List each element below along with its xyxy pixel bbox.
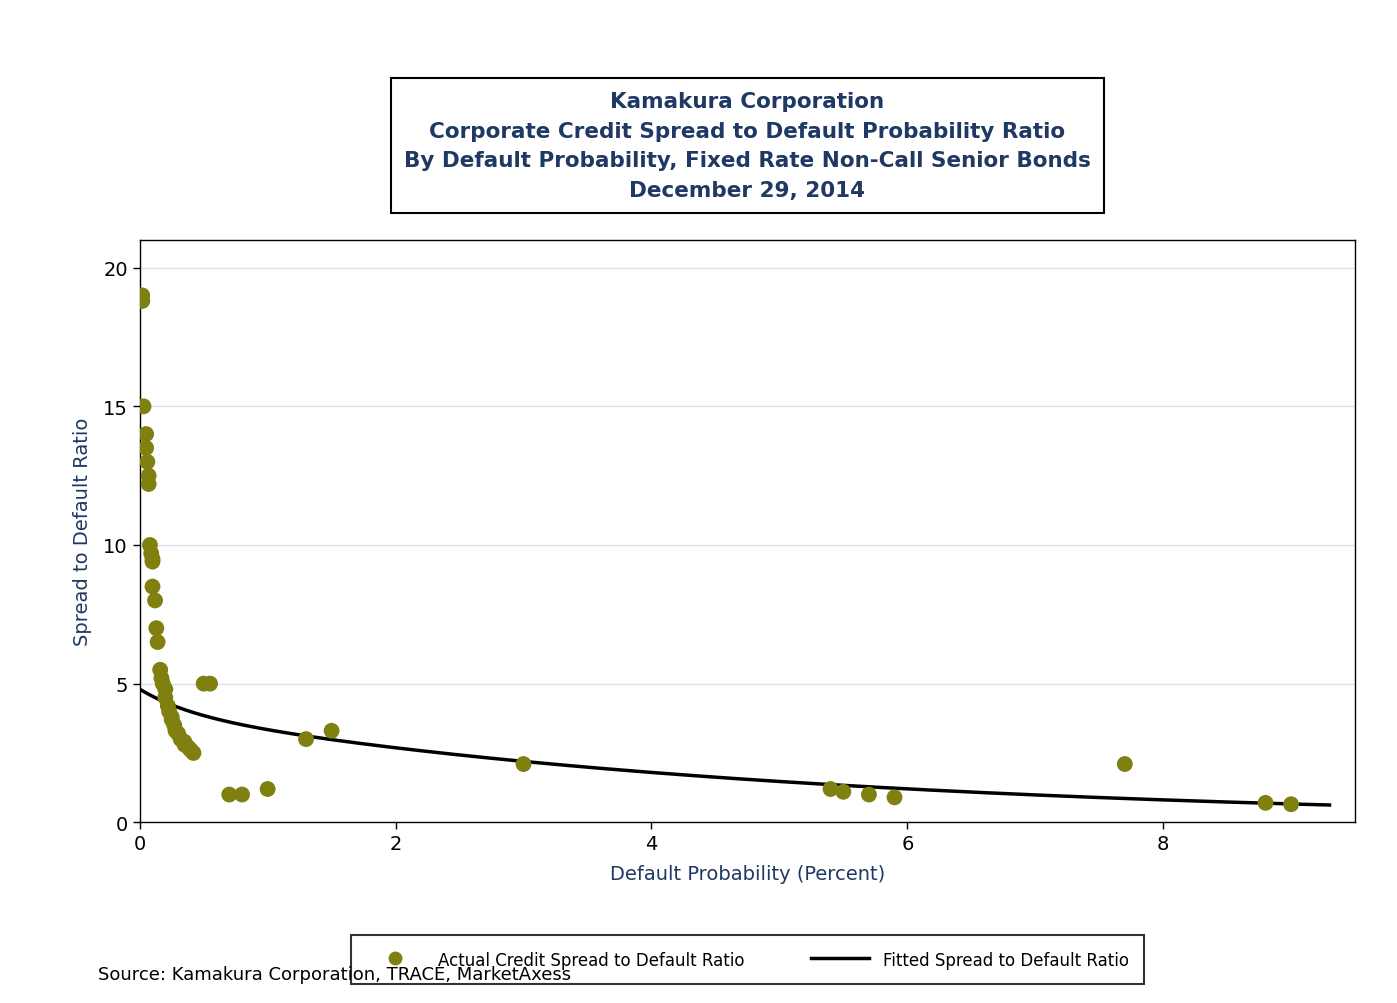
Point [133, 399, 155, 415]
Point [161, 709, 183, 725]
Point [833, 784, 855, 800]
Point [231, 786, 253, 802]
Legend: Actual Credit Spread to Default Ratio, Fitted Spread to Default Ratio: Actual Credit Spread to Default Ratio, F… [351, 936, 1144, 984]
Point [198, 676, 221, 692]
Point [141, 579, 163, 595]
Point [140, 546, 162, 562]
Point [131, 288, 154, 304]
Point [1113, 756, 1136, 772]
Point [295, 731, 317, 747]
Point [161, 712, 183, 728]
Point [166, 726, 189, 742]
Point [320, 723, 342, 739]
Point [180, 742, 203, 758]
Y-axis label: Spread to Default Ratio: Spread to Default Ratio [73, 417, 92, 646]
Point [151, 676, 173, 692]
Point [131, 294, 154, 310]
Point [144, 593, 166, 609]
Point [158, 704, 180, 720]
Point [154, 681, 176, 697]
Text: Kamakura Corporation
Corporate Credit Spread to Default Probability Ratio
By Def: Kamakura Corporation Corporate Credit Sp… [404, 92, 1091, 201]
Point [151, 670, 173, 686]
Point [193, 676, 215, 692]
Point [137, 476, 159, 492]
Point [173, 734, 196, 750]
Point [883, 789, 905, 805]
Point [858, 786, 880, 802]
Point [137, 468, 159, 484]
Point [136, 440, 158, 456]
Point [820, 781, 842, 797]
Point [154, 690, 176, 706]
Point [138, 538, 161, 554]
Point [218, 786, 240, 802]
Point [173, 737, 196, 753]
X-axis label: Default Probability (Percent): Default Probability (Percent) [609, 865, 886, 884]
Point [149, 662, 172, 678]
Point [136, 426, 158, 442]
Point [1255, 795, 1277, 811]
Point [1280, 796, 1302, 812]
Point [141, 552, 163, 568]
Point [156, 698, 179, 714]
Point [147, 634, 169, 650]
Point [513, 756, 535, 772]
Point [177, 739, 200, 755]
Point [141, 554, 163, 570]
Point [257, 781, 279, 797]
Point [182, 745, 204, 761]
Point [145, 621, 168, 637]
Point [136, 454, 158, 470]
Point [163, 717, 186, 733]
Text: Source: Kamakura Corporation, TRACE, MarketAxess: Source: Kamakura Corporation, TRACE, Mar… [98, 965, 571, 983]
Point [169, 731, 191, 747]
Point [165, 723, 187, 739]
